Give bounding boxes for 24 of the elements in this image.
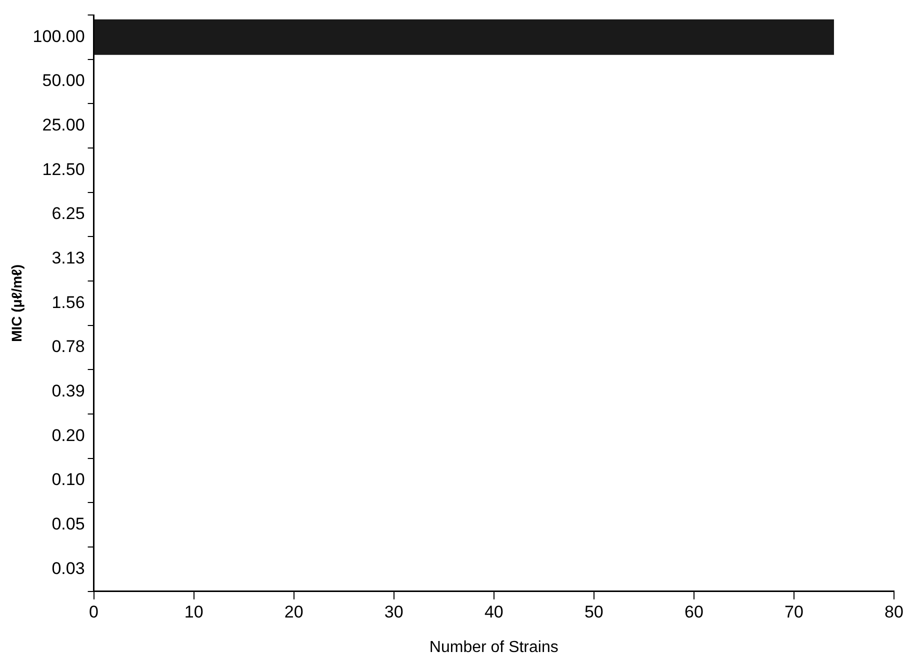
x-tick-label: 60 [684,602,704,622]
x-tick-label: 70 [784,602,804,622]
y-tick-label: 100.00 [32,26,85,46]
x-tick-label: 50 [584,602,604,622]
x-tick-label: 10 [184,602,204,622]
y-axis-title: MIC (μℓ/mℓ) [8,264,24,342]
y-tick-label: 0.03 [52,558,85,578]
y-tick-label: 6.25 [52,204,85,224]
y-tick-label: 50.00 [42,71,85,90]
x-tick-label: 20 [284,602,304,622]
x-tick-label: 0 [89,602,99,622]
y-tick-label: 0.05 [52,514,85,534]
y-tick-label: 3.13 [52,248,85,268]
y-tick-label: 0.78 [52,337,85,356]
x-tick-label: 30 [384,602,404,622]
y-tick-label: 1.56 [52,292,85,312]
y-tick-label: 0.20 [52,426,85,445]
y-tick-label: 12.50 [42,160,85,179]
y-tick-label: 0.10 [52,470,85,490]
x-axis-title: Number of Strains [429,638,558,656]
x-tick-label: 40 [484,602,504,622]
y-tick-label: 25.00 [42,116,85,135]
y-tick-label: 0.39 [52,382,85,401]
x-tick-label: 80 [884,602,904,622]
